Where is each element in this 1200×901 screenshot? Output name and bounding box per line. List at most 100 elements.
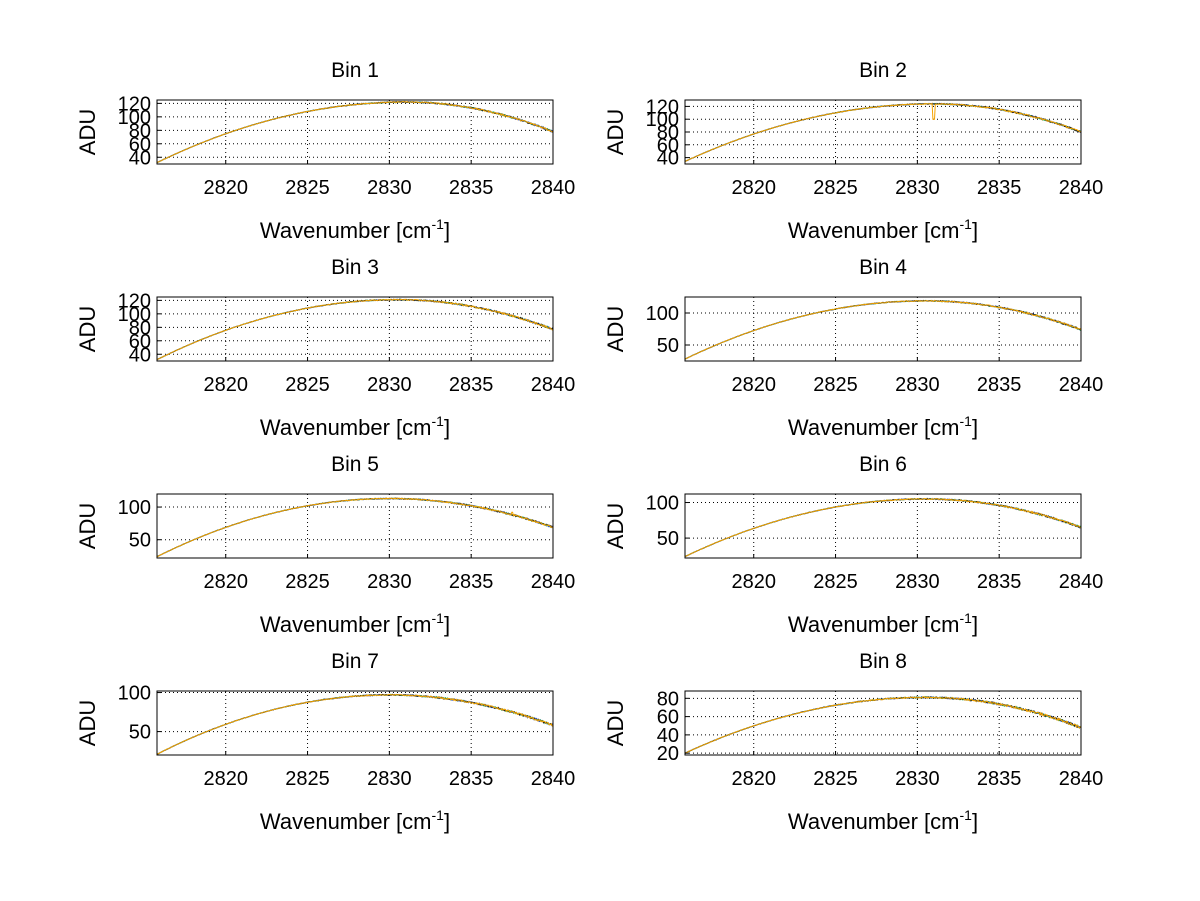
x-tick-label: 2835 <box>449 177 494 199</box>
x-tick-label: 2825 <box>285 571 330 593</box>
x-axis-label: Wavenumber [cm-1] <box>260 413 450 440</box>
series-line-orange <box>684 102 1082 162</box>
series-line-blue <box>156 100 554 164</box>
y-tick-label: 40 <box>657 725 679 747</box>
y-tick-label: 40 <box>129 344 151 366</box>
series-line-green <box>684 497 1082 557</box>
subplot-7: 2820 2825 2830 2835 2840 50 100 Bin 7 ADU Wavenum… <box>75 650 575 834</box>
series-line-green <box>156 298 554 361</box>
axes-frame <box>684 296 1082 362</box>
subplot-title: Bin 1 <box>331 59 379 82</box>
x-tick-label: 2835 <box>977 177 1022 199</box>
y-tick-label: 100 <box>118 683 151 705</box>
y-tick-label: 50 <box>129 530 151 552</box>
y-tick-label: 80 <box>657 122 679 144</box>
x-tick-label: 2835 <box>977 768 1022 790</box>
subplot-6: 2820 2825 2830 2835 2840 50 100 Bin 6 ADU Wavenum… <box>603 453 1103 637</box>
y-tick-label: 120 <box>118 93 151 115</box>
y-tick-label: 120 <box>118 290 151 312</box>
axes-frame <box>684 690 1082 756</box>
series-line-orange <box>156 101 554 164</box>
y-tick-label: 100 <box>646 493 679 515</box>
y-tick-label: 40 <box>129 147 151 169</box>
x-tick-label: 2840 <box>531 177 576 199</box>
y-axis-label: ADU <box>75 109 100 155</box>
x-tick-label: 2825 <box>813 374 858 396</box>
x-tick-label: 2840 <box>531 768 576 790</box>
x-axis-label: Wavenumber [cm-1] <box>788 610 978 637</box>
x-tick-label: 2840 <box>531 571 576 593</box>
series-line-green <box>684 696 1082 754</box>
y-tick-label: 60 <box>129 331 151 353</box>
subplot-4: 2820 2825 2830 2835 2840 50 100 Bin 4 ADU Wavenum… <box>603 256 1103 440</box>
x-axis-label: Wavenumber [cm-1] <box>788 216 978 243</box>
axes-frame <box>684 493 1082 559</box>
x-tick-label: 2840 <box>1059 571 1104 593</box>
x-tick-label: 2825 <box>813 177 858 199</box>
y-tick-label: 50 <box>657 528 679 550</box>
x-tick-label: 2820 <box>731 374 776 396</box>
axes-frame <box>156 99 554 165</box>
y-tick-label: 120 <box>646 96 679 118</box>
y-tick-label: 60 <box>657 135 679 157</box>
x-tick-label: 2825 <box>285 177 330 199</box>
x-axis-label: Wavenumber [cm-1] <box>260 216 450 243</box>
x-tick-label: 2840 <box>1059 768 1104 790</box>
y-tick-label: 50 <box>657 335 679 357</box>
x-tick-label: 2835 <box>977 571 1022 593</box>
x-tick-label: 2820 <box>203 374 248 396</box>
subplot-title: Bin 5 <box>331 453 379 476</box>
series-line-black <box>684 696 1082 754</box>
series-line-black <box>684 497 1082 557</box>
x-tick-label: 2825 <box>285 374 330 396</box>
series-line-blue <box>684 497 1082 558</box>
y-axis-label: ADU <box>603 700 628 746</box>
x-tick-label: 2840 <box>1059 374 1104 396</box>
x-axis-label: Wavenumber [cm-1] <box>260 807 450 834</box>
series-line-orange <box>684 696 1082 754</box>
y-tick-label: 100 <box>118 107 151 129</box>
series-line-black <box>684 299 1082 360</box>
x-tick-label: 2835 <box>449 571 494 593</box>
x-tick-label: 2830 <box>895 177 940 199</box>
series-line-black <box>156 693 554 755</box>
y-axis-label: ADU <box>603 306 628 352</box>
x-tick-label: 2820 <box>203 177 248 199</box>
x-axis-label: Wavenumber [cm-1] <box>788 807 978 834</box>
x-tick-label: 2820 <box>203 768 248 790</box>
x-axis-label: Wavenumber [cm-1] <box>788 413 978 440</box>
x-tick-label: 2835 <box>449 768 494 790</box>
x-tick-label: 2830 <box>367 768 412 790</box>
y-tick-label: 40 <box>657 148 679 170</box>
series-line-green <box>156 693 554 755</box>
x-tick-label: 2835 <box>449 374 494 396</box>
x-tick-label: 2830 <box>895 374 940 396</box>
subplot-title: Bin 4 <box>859 256 907 279</box>
y-tick-label: 100 <box>118 304 151 326</box>
axes-frame <box>156 296 554 362</box>
y-tick-label: 60 <box>657 707 679 729</box>
x-tick-label: 2830 <box>367 374 412 396</box>
y-tick-label: 50 <box>129 722 151 744</box>
series-line-blue <box>156 298 554 361</box>
series-line-orange <box>156 693 554 755</box>
subplot-title: Bin 3 <box>331 256 379 279</box>
x-tick-label: 2840 <box>1059 177 1104 199</box>
x-tick-label: 2830 <box>367 177 412 199</box>
subplot-title: Bin 2 <box>859 59 907 82</box>
subplot-title: Bin 7 <box>331 650 379 673</box>
axes-frame <box>156 493 554 559</box>
x-tick-label: 2830 <box>367 571 412 593</box>
y-axis-label: ADU <box>75 306 100 352</box>
y-tick-label: 100 <box>118 497 151 519</box>
y-axis-label: ADU <box>75 700 100 746</box>
x-tick-label: 2830 <box>895 768 940 790</box>
series-line-black <box>156 100 554 164</box>
y-tick-label: 100 <box>646 303 679 325</box>
subplot-title: Bin 6 <box>859 453 907 476</box>
subplot-5: 2820 2825 2830 2835 2840 50 100 Bin 5 ADU Wavenum… <box>75 453 575 637</box>
